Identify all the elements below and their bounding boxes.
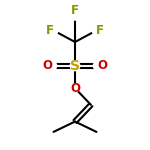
Circle shape [51, 27, 58, 34]
Circle shape [70, 61, 80, 71]
Circle shape [72, 13, 78, 20]
Circle shape [49, 62, 57, 70]
Circle shape [71, 84, 79, 92]
Text: O: O [97, 59, 107, 72]
Circle shape [93, 62, 101, 70]
Text: F: F [46, 24, 54, 37]
Text: S: S [70, 59, 80, 73]
Circle shape [92, 27, 99, 34]
Text: O: O [43, 59, 53, 72]
Text: F: F [96, 24, 104, 37]
Text: F: F [71, 4, 79, 16]
Text: O: O [70, 82, 80, 95]
